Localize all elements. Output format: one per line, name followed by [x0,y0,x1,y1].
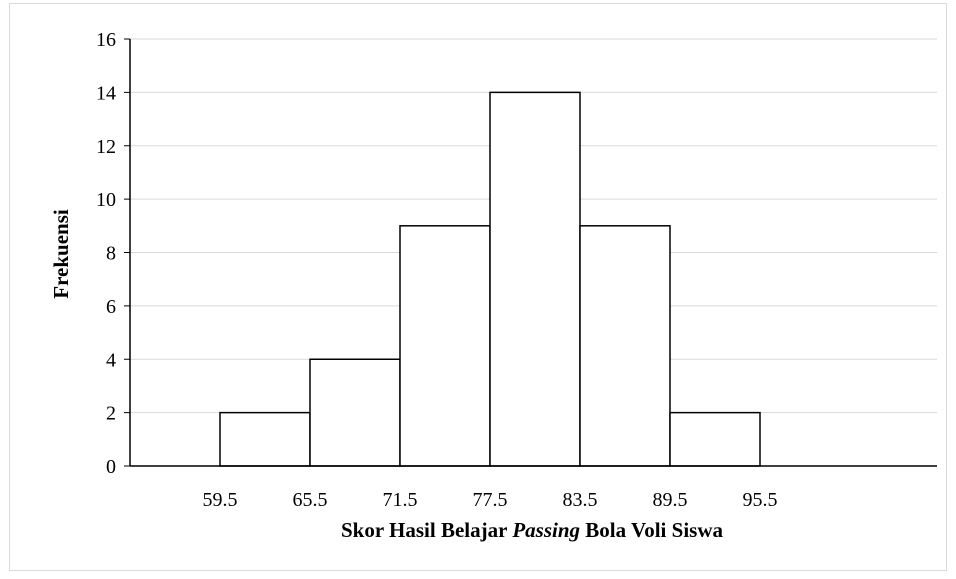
x-tick-labels: 59.5 65.5 71.5 77.5 83.5 89.5 95.5 [203,489,778,511]
y-tick-label: 4 [106,349,116,371]
y-tick-label: 14 [96,82,116,104]
y-tick-label: 16 [96,29,116,51]
x-tick-label: 71.5 [383,489,418,511]
x-axis-title: Skor Hasil Belajar Passing Bola Voli Sis… [341,518,723,542]
y-tick-labels: 0 2 4 6 8 10 12 14 16 [96,29,116,478]
histogram-bar [489,91,581,467]
axes [124,38,937,467]
y-axis-title: Frekuensi [49,209,73,299]
x-axis-title-part: Bola Voli Siswa [580,518,723,542]
histogram-bar [309,358,401,467]
x-tick-label: 77.5 [473,489,508,511]
x-axis-title-part: Passing [511,518,580,542]
histogram-bar [669,411,761,467]
bars [219,91,761,467]
x-tick-label: 65.5 [293,489,328,511]
histogram-bar [399,225,491,467]
y-tick-label: 10 [96,189,116,211]
x-tick-label: 95.5 [743,489,778,511]
histogram-bar [579,225,671,467]
y-tick-label: 6 [106,296,116,318]
y-tick-label: 2 [106,403,116,425]
y-tick-label: 8 [106,243,116,265]
x-tick-label: 59.5 [203,489,238,511]
y-tick-label: 0 [106,456,116,478]
histogram-bar [219,411,311,467]
x-tick-label: 89.5 [653,489,688,511]
x-tick-label: 83.5 [563,489,598,511]
x-axis-title-part: Skor Hasil Belajar [341,518,512,542]
y-tick-label: 12 [96,136,116,158]
